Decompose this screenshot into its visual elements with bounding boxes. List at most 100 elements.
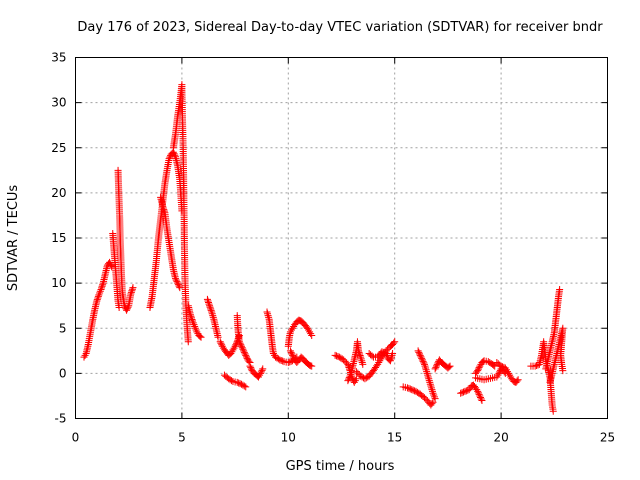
data-point-marker [341,357,349,365]
data-point-marker [227,350,235,358]
data-point-marker [355,347,363,355]
data-point-marker [208,310,216,318]
data-point-marker [361,375,369,383]
data-point-marker [473,386,481,394]
data-point-marker [237,341,245,349]
data-point-marker [475,364,483,372]
data-point-marker [368,352,376,360]
x-tick-label: 20 [493,431,508,445]
data-point-marker [159,204,167,212]
data-point-marker [214,333,222,341]
data-point-marker [239,345,247,353]
data-point-marker [123,305,131,313]
data-point-marker [425,375,433,383]
data-point-marker [216,338,224,346]
data-point-marker [347,370,355,378]
data-point-marker [362,374,370,382]
data-point-marker [115,303,123,311]
data-point-marker [476,392,484,400]
data-point-marker [428,386,436,394]
data-point-marker [127,288,135,296]
data-point-marker [350,378,358,386]
data-point-marker [403,384,411,392]
plot-frame [75,57,608,419]
grid-lines [75,57,608,419]
data-point-marker [417,353,425,361]
data-point-marker [94,294,102,302]
data-point-marker [191,324,199,332]
data-point-marker [287,326,295,334]
data-point-marker [352,368,360,376]
data-point-marker [204,297,212,305]
data-point-marker [287,348,295,356]
data-point-marker [382,350,390,358]
data-point-marker [422,395,430,403]
axis-ticks: 0 5 10 15 20 25 -5 0 5 10 15 20 25 30 35 [51,51,615,445]
data-point-marker [193,328,201,336]
data-point-marker [499,363,507,371]
data-point-marker [238,344,246,352]
data-point-marker [425,377,433,385]
data-point-marker [502,366,510,374]
data-point-marker [93,297,101,305]
data-point-marker [184,338,192,346]
data-point-marker [460,388,468,396]
data-point-marker [98,284,106,292]
data-point-marker [477,395,485,403]
y-tick-label: -5 [55,412,67,426]
chart-title: Day 176 of 2023, Sidereal Day-to-day VTE… [77,20,603,35]
data-point-marker [209,313,217,321]
data-point-marker [422,366,430,374]
data-point-marker [337,354,345,362]
data-point-marker [344,360,352,368]
data-point-marker [354,369,362,377]
data-point-marker [387,355,395,363]
data-point-marker [127,290,135,298]
data-point-marker [413,388,421,396]
data-point-marker [475,390,483,398]
data-point-marker [496,361,504,369]
data-point-marker [160,206,168,214]
data-point-marker [461,387,469,395]
data-point-marker [207,306,215,314]
data-point-marker [355,348,363,356]
data-point-marker [334,353,342,361]
data-point-marker [165,155,173,163]
data-point-marker [446,362,454,370]
data-point-marker [389,350,397,358]
data-point-marker [289,351,297,359]
data-point-marker [445,363,453,371]
data-point-marker [205,299,212,307]
x-tick-label: 25 [600,431,615,445]
y-tick-label: 25 [51,141,66,155]
data-point-marker [98,282,106,290]
data-point-marker [497,362,505,370]
y-tick-label: 10 [51,276,66,290]
data-point-marker [348,367,356,375]
data-point-marker [170,150,178,158]
data-point-marker [203,295,211,303]
data-point-marker [426,380,434,388]
data-point-marker [356,352,364,360]
data-point-marker [80,353,88,361]
data-point-marker [240,382,248,390]
data-point-marker [501,364,509,372]
data-point-marker [255,373,263,381]
data-point-marker [128,287,136,295]
data-point-marker [107,261,115,269]
data-point-marker [269,350,277,358]
data-point-marker [207,305,215,313]
data-point-marker [123,306,131,314]
data-point-marker [284,359,292,367]
data-point-marker [208,308,216,316]
data-point-marker [240,348,248,356]
data-point-marker [419,357,427,365]
data-point-marker [263,308,271,316]
data-point-marker [264,310,272,318]
data-point-marker [358,359,366,367]
data-point-marker [247,365,255,373]
data-point-marker [243,354,251,362]
data-point-marker [352,375,360,383]
data-point-marker [187,314,195,322]
data-point-marker [391,338,399,346]
